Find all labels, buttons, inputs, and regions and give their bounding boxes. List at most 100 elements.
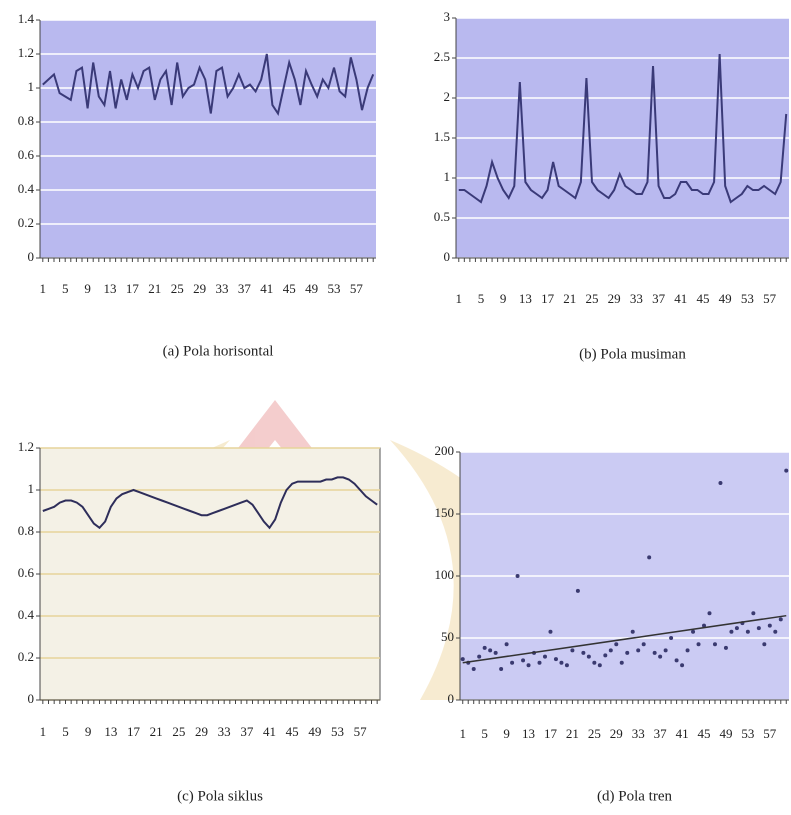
x-tick-label: 45 (696, 291, 709, 306)
x-tick-label: 13 (519, 291, 532, 306)
x-tick-label: 13 (104, 281, 117, 296)
x-tick-label: 45 (698, 726, 711, 741)
x-tick-label: 13 (104, 724, 117, 739)
y-tick-label: 2 (444, 89, 451, 104)
data-point (564, 663, 569, 668)
data-point (630, 629, 635, 634)
x-tick-label: 21 (563, 291, 576, 306)
x-tick-label: 37 (238, 281, 252, 296)
data-point (482, 645, 487, 650)
x-tick-label: 13 (522, 726, 535, 741)
data-point (510, 660, 515, 665)
trend-line (462, 614, 787, 664)
y-tick-label: 1 (444, 169, 451, 184)
plot-area (40, 20, 376, 258)
data-point (537, 660, 542, 665)
x-tick-label: 29 (610, 726, 623, 741)
x-tick-label: 29 (193, 281, 206, 296)
x-tick-label: 37 (240, 724, 254, 739)
data-point (641, 642, 646, 647)
data-point (674, 658, 679, 663)
data-point (526, 663, 531, 668)
data-point (608, 648, 613, 653)
y-tick-label: 100 (435, 567, 455, 582)
data-point (723, 645, 728, 650)
x-tick-label: 41 (676, 726, 689, 741)
data-point (586, 654, 591, 659)
data-point (488, 648, 493, 653)
y-tick-label: 1 (28, 79, 35, 94)
y-tick-label: 0.6 (18, 147, 35, 162)
data-point (767, 623, 772, 628)
x-tick-label: 21 (148, 281, 161, 296)
x-tick-label: 53 (328, 281, 341, 296)
x-tick-label: 53 (741, 726, 754, 741)
x-tick-label: 29 (195, 724, 208, 739)
y-tick-label: 1.2 (18, 439, 34, 454)
x-tick-label: 17 (126, 281, 140, 296)
data-line (458, 53, 788, 204)
y-tick-label: 200 (435, 443, 455, 458)
caption: (a) Pola horisontal (163, 343, 274, 359)
y-tick-label: 0 (444, 249, 451, 264)
data-point (597, 663, 602, 668)
data-point (619, 660, 624, 665)
data-point (570, 648, 575, 653)
x-tick-label: 45 (286, 724, 299, 739)
data-point (680, 663, 685, 668)
data-point (756, 626, 761, 631)
x-tick-label: 41 (674, 291, 687, 306)
y-tick-label: 0.2 (18, 215, 34, 230)
x-tick-label: 25 (588, 726, 601, 741)
x-tick-label: 25 (171, 281, 184, 296)
x-tick-label: 9 (503, 726, 510, 741)
x-tick-label: 33 (632, 726, 645, 741)
data-point (696, 642, 701, 647)
y-tick-label: 1.4 (18, 11, 35, 26)
x-tick-label: 37 (652, 291, 666, 306)
data-point (751, 611, 756, 616)
x-tick-label: 1 (456, 291, 463, 306)
data-line (42, 476, 378, 530)
x-tick-label: 25 (172, 724, 185, 739)
x-tick-label: 1 (40, 281, 47, 296)
y-tick-label: 0.2 (18, 649, 34, 664)
data-point (504, 642, 509, 647)
y-tick-label: 0 (28, 691, 35, 706)
x-tick-label: 17 (541, 291, 555, 306)
x-tick-label: 1 (459, 726, 466, 741)
caption: (b) Pola musiman (579, 346, 686, 362)
data-point (734, 626, 739, 631)
y-tick-label: 0.5 (434, 209, 450, 224)
data-point (521, 658, 526, 663)
y-tick-label: 2.5 (434, 49, 450, 64)
x-tick-label: 37 (654, 726, 668, 741)
x-tick-label: 1 (40, 724, 47, 739)
data-point (603, 653, 608, 658)
x-tick-label: 5 (481, 726, 488, 741)
x-tick-label: 21 (566, 726, 579, 741)
x-tick-label: 49 (719, 291, 732, 306)
x-tick-label: 33 (218, 724, 231, 739)
y-tick-label: 1 (28, 481, 35, 496)
data-point (471, 667, 476, 671)
x-tick-label: 29 (608, 291, 621, 306)
data-point (515, 574, 520, 578)
x-tick-label: 9 (84, 281, 91, 296)
x-tick-label: 9 (500, 291, 507, 306)
data-point (499, 667, 504, 671)
x-tick-label: 41 (260, 281, 273, 296)
data-point (712, 642, 717, 647)
x-tick-label: 5 (62, 724, 69, 739)
data-point (647, 555, 652, 560)
x-tick-label: 49 (308, 724, 321, 739)
x-tick-label: 33 (216, 281, 229, 296)
data-point (592, 660, 597, 665)
y-tick-label: 3 (444, 9, 451, 24)
data-line (42, 53, 375, 117)
x-tick-label: 53 (741, 291, 754, 306)
x-tick-label: 57 (763, 291, 777, 306)
y-tick-label: 50 (441, 629, 454, 644)
data-point (553, 657, 558, 662)
data-point (581, 650, 586, 655)
